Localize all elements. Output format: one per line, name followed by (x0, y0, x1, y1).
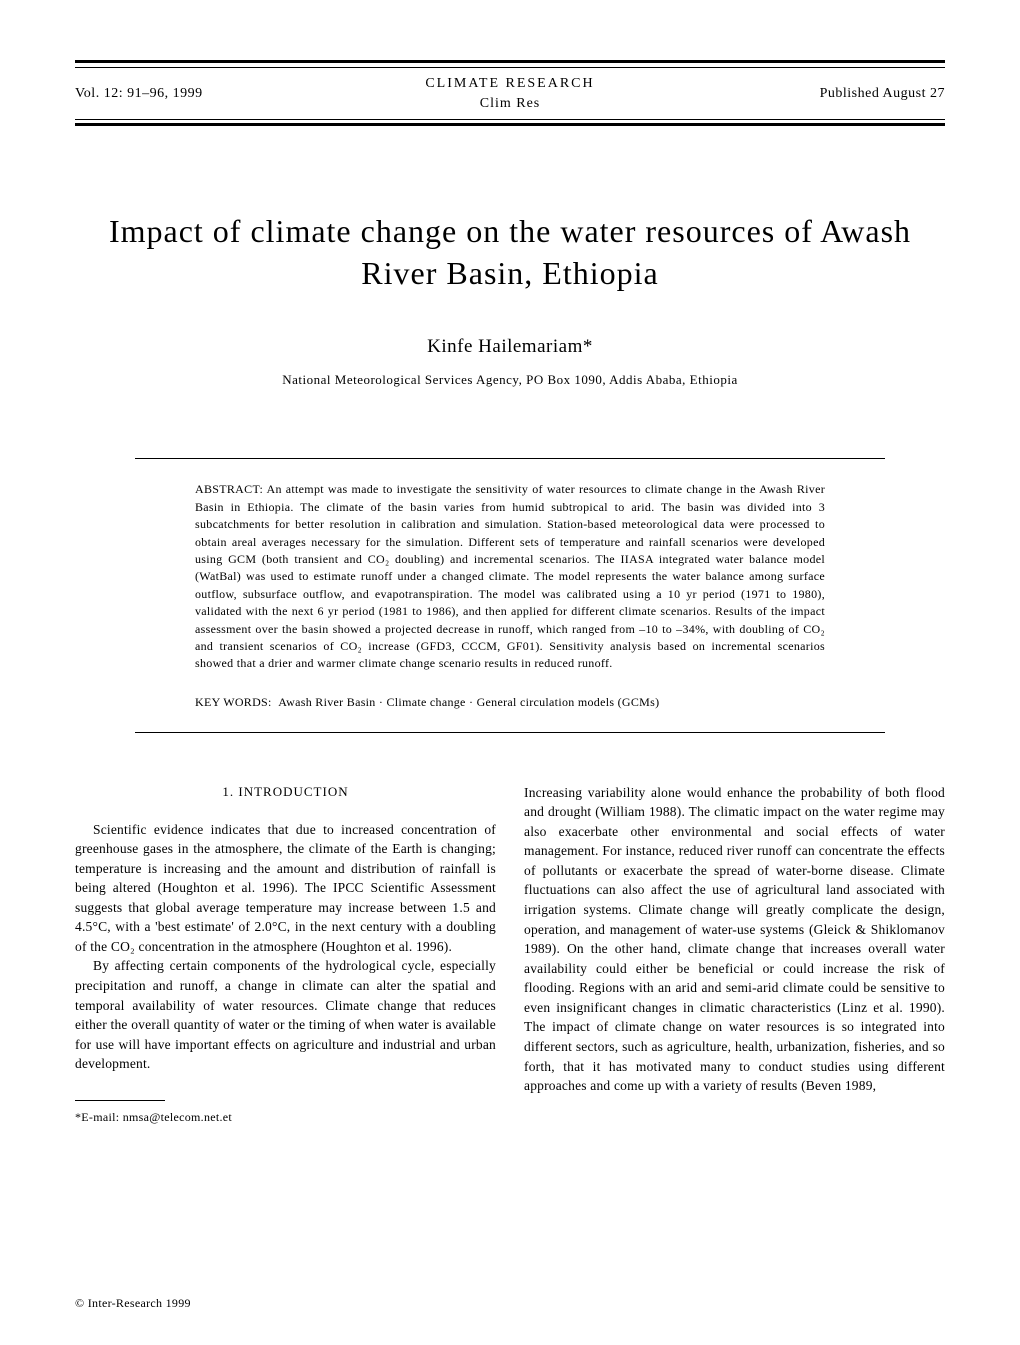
intro-paragraph-1: Scientific evidence indicates that due t… (75, 820, 496, 957)
intro-paragraph-2: By affecting certain components of the h… (75, 956, 496, 1073)
volume-info: Vol. 12: 91–96, 1999 (75, 86, 365, 102)
journal-name: CLIMATE RESEARCH (365, 74, 655, 94)
publication-date: Published August 27 (655, 86, 945, 102)
header-rule-bottom (75, 119, 945, 120)
keywords-text: Awash River Basin · Climate change · Gen… (278, 695, 659, 709)
intro-paragraph-3: Increasing variability alone would enhan… (524, 783, 945, 1096)
page-header: Vol. 12: 91–96, 1999 CLIMATE RESEARCH Cl… (75, 67, 945, 120)
introduction-heading: 1. INTRODUCTION (75, 783, 496, 802)
right-column: Increasing variability alone would enhan… (524, 783, 945, 1127)
journal-name-block: CLIMATE RESEARCH Clim Res (365, 74, 655, 113)
body-columns: 1. INTRODUCTION Scientific evidence indi… (75, 783, 945, 1127)
abstract-top-rule (135, 458, 885, 459)
abstract-block: ABSTRACT: An attempt was made to investi… (195, 481, 825, 672)
abstract-text: An attempt was made to investigate the s… (195, 482, 825, 670)
author-name: Kinfe Hailemariam* (75, 336, 945, 358)
author-affiliation: National Meteorological Services Agency,… (75, 372, 945, 388)
header-row: Vol. 12: 91–96, 1999 CLIMATE RESEARCH Cl… (75, 68, 945, 119)
article-title: Impact of climate change on the water re… (75, 211, 945, 294)
copyright-notice: © Inter-Research 1999 (75, 1296, 191, 1311)
top-rule-thick (75, 60, 945, 63)
keywords-block: KEY WORDS: Awash River Basin · Climate c… (195, 695, 825, 710)
abstract-label: ABSTRACT: (195, 482, 263, 496)
footnote-rule (75, 1100, 165, 1101)
corresponding-email: *E-mail: nmsa@telecom.net.et (75, 1109, 496, 1126)
left-column: 1. INTRODUCTION Scientific evidence indi… (75, 783, 496, 1127)
abstract-bottom-rule (135, 732, 885, 733)
journal-abbrev: Clim Res (365, 94, 655, 114)
keywords-label: KEY WORDS: (195, 695, 272, 709)
header-bottom-rule-thick (75, 123, 945, 126)
